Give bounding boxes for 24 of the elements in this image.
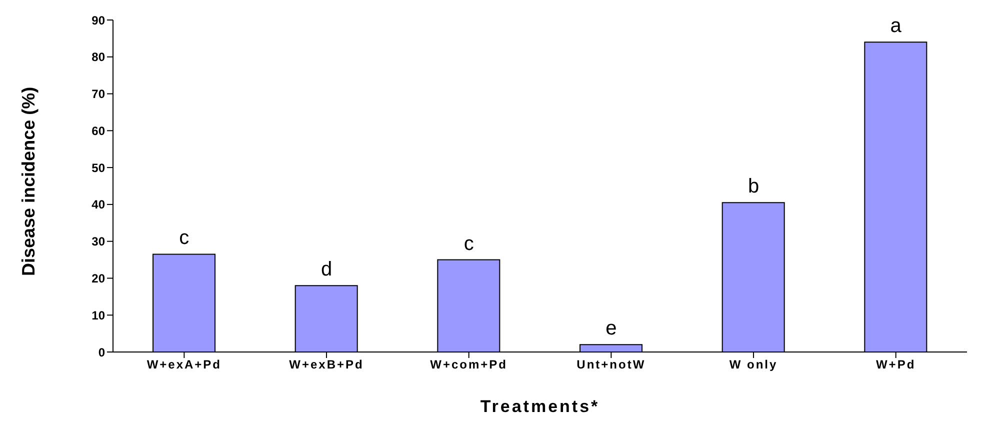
x-tick-label: W+exA+Pd	[146, 358, 222, 372]
x-tick-label: W+exB+Pd	[289, 358, 364, 372]
y-tick-label: 80	[92, 50, 106, 64]
x-axis-title: Treatments*	[480, 397, 600, 416]
y-tick-label: 70	[92, 87, 106, 102]
x-tick-label: W+Pd	[876, 358, 916, 372]
annotation: a	[890, 15, 902, 38]
annotation: c	[179, 227, 190, 250]
y-tick-label: 40	[92, 198, 106, 212]
annotation: c	[464, 232, 474, 255]
y-axis-title: Disease incidence (%)	[18, 86, 38, 276]
annotation: b	[748, 176, 760, 198]
y-tick-label: 10	[92, 308, 106, 322]
y-tick-label: 60	[92, 124, 106, 138]
annotation: e	[606, 318, 617, 340]
y-tick-label: 90	[92, 13, 106, 28]
y-tick-label: 50	[92, 160, 106, 175]
x-tick-label: W only	[729, 358, 778, 372]
annotation: d	[320, 258, 332, 281]
x-tick-label: W+com+Pd	[430, 358, 508, 372]
x-tick-label: Unt+notW	[576, 358, 646, 372]
y-tick-label: 20	[92, 271, 106, 286]
y-tick-label: 30	[92, 234, 106, 249]
y-tick-label: 0	[98, 345, 106, 360]
